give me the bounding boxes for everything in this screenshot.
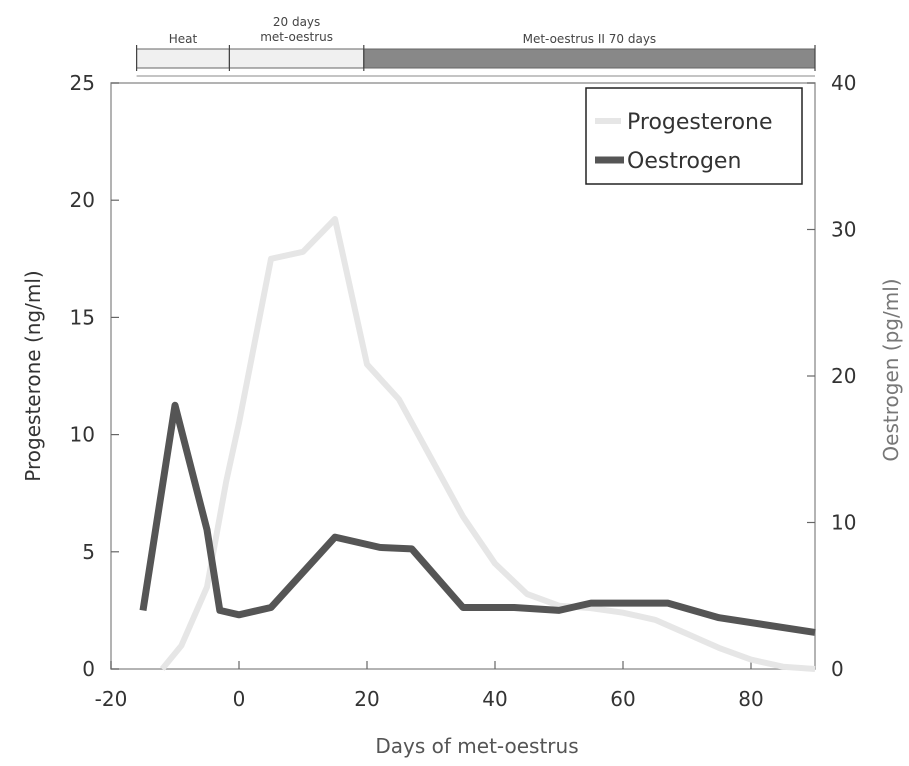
phase-label: Heat — [169, 32, 198, 46]
phase-label: met-oestrus — [260, 30, 333, 44]
y-right-tick-label: 30 — [831, 218, 856, 242]
right-axis: 0 10 20 30 40 — [807, 71, 856, 681]
phase-segment — [136, 48, 230, 69]
x-tick-label: 80 — [738, 687, 763, 711]
y-left-tick-label: 5 — [82, 540, 95, 564]
x-tick-label: 40 — [482, 687, 507, 711]
y-left-tick-label: 20 — [70, 188, 95, 212]
y-right-tick-label: 40 — [831, 71, 856, 95]
y-left-tick-label: 25 — [70, 71, 95, 95]
series-line-progesterone — [159, 216, 816, 672]
y-axis-title-right: Oestrogen (pg/ml) — [879, 278, 903, 461]
x-tick-label: 20 — [354, 687, 379, 711]
legend-box — [585, 87, 803, 185]
left-axis: 0 5 10 15 20 25 — [70, 71, 119, 681]
x-tick-label: -20 — [95, 687, 128, 711]
phase-label: 20 days — [273, 15, 320, 29]
y-right-tick-label: 0 — [831, 657, 844, 681]
legend: Progesterone Oestrogen — [585, 87, 803, 185]
y-left-tick-label: 15 — [70, 305, 95, 329]
y-right-tick-label: 10 — [831, 511, 856, 535]
y-axis-title-left: Progesterone (ng/ml) — [21, 270, 45, 481]
y-left-tick-label: 10 — [70, 423, 95, 447]
x-tick-label: 0 — [233, 687, 246, 711]
x-tick-label: 60 — [610, 687, 635, 711]
x-axis-title: Days of met-oestrus — [375, 734, 578, 758]
bottom-axis: -20 0 20 40 60 80 — [95, 661, 764, 711]
y-right-tick-label: 20 — [831, 364, 856, 388]
phase-segment — [228, 48, 365, 69]
phase-label: Met-oestrus II 70 days — [523, 32, 657, 46]
y-left-tick-label: 0 — [82, 657, 95, 681]
legend-label-progesterone: Progesterone — [627, 110, 773, 135]
phase-segment — [363, 48, 816, 69]
series-layer — [139, 216, 816, 672]
legend-label-oestrogen: Oestrogen — [627, 149, 741, 174]
series-line-oestrogen — [139, 401, 816, 636]
